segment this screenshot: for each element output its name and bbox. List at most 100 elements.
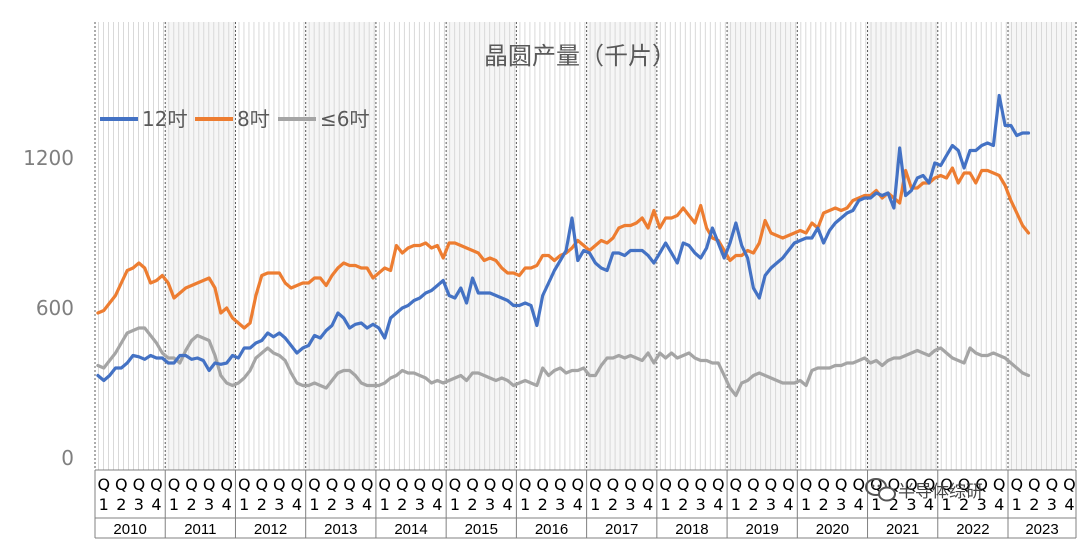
year-label: 2010	[113, 521, 146, 538]
x-tick-label: Q3	[1046, 475, 1059, 514]
x-tick-label: Q1	[940, 475, 953, 514]
x-tick-label: Q3	[484, 475, 497, 514]
svg-text:2: 2	[186, 495, 196, 514]
svg-text:Q: Q	[150, 475, 163, 494]
svg-text:4: 4	[362, 495, 372, 514]
svg-text:Q: Q	[115, 475, 128, 494]
svg-text:3: 3	[485, 495, 495, 514]
svg-text:2: 2	[608, 495, 618, 514]
year-band	[797, 22, 868, 470]
svg-text:Q: Q	[326, 475, 339, 494]
x-tick-label: Q4	[361, 475, 374, 514]
svg-text:Q: Q	[852, 475, 865, 494]
x-tick-label: Q1	[1010, 475, 1023, 514]
x-tick-label: Q1	[449, 475, 462, 514]
x-tick-label: Q2	[185, 475, 198, 514]
svg-text:4: 4	[924, 495, 934, 514]
year-label: 2012	[254, 521, 287, 538]
svg-text:Q: Q	[607, 475, 620, 494]
svg-text:Q: Q	[97, 475, 110, 494]
series-line	[96, 93, 1031, 383]
x-tick-label: Q3	[414, 475, 427, 514]
svg-text:1: 1	[590, 495, 600, 514]
x-tick-label: Q2	[747, 475, 760, 514]
vertical-gridlines	[94, 22, 1077, 470]
y-tick-label: 1200	[23, 146, 74, 170]
svg-text:2: 2	[959, 495, 969, 514]
year-label: 2023	[1025, 521, 1058, 538]
x-tick-label: Q3	[835, 475, 848, 514]
x-tick-label: Q2	[326, 475, 339, 514]
year-band	[165, 22, 236, 470]
x-tick-label: Q1	[519, 475, 532, 514]
x-tick-label: Q1	[378, 475, 391, 514]
svg-text:Q: Q	[730, 475, 743, 494]
svg-text:Q: Q	[256, 475, 269, 494]
svg-text:Q: Q	[572, 475, 585, 494]
svg-text:Q: Q	[168, 475, 181, 494]
x-tick-label: Q3	[343, 475, 356, 514]
svg-text:Q: Q	[536, 475, 549, 494]
x-tick-label: Q4	[712, 475, 725, 514]
watermark-text: 半导体综研	[898, 482, 983, 502]
svg-text:4: 4	[994, 495, 1004, 514]
x-tick-label: Q3	[765, 475, 778, 514]
year-band	[305, 22, 376, 470]
year-label: 2015	[465, 521, 498, 538]
svg-text:4: 4	[573, 495, 583, 514]
svg-text:2: 2	[116, 495, 126, 514]
svg-text:Q: Q	[273, 475, 286, 494]
svg-text:Q: Q	[519, 475, 532, 494]
svg-text:3: 3	[766, 495, 776, 514]
svg-text:1: 1	[309, 495, 319, 514]
svg-text:Q: Q	[800, 475, 813, 494]
svg-text:Q: Q	[589, 475, 602, 494]
year-label: 2013	[324, 521, 357, 538]
year-label: 2016	[535, 521, 568, 538]
svg-text:3: 3	[415, 495, 425, 514]
x-tick-label: Q2	[677, 475, 690, 514]
x-tick-label: Q1	[659, 475, 672, 514]
svg-text:3: 3	[204, 495, 214, 514]
svg-text:Q: Q	[414, 475, 427, 494]
svg-text:1: 1	[239, 495, 249, 514]
svg-text:2: 2	[538, 495, 548, 514]
svg-text:Q: Q	[133, 475, 146, 494]
svg-text:Q: Q	[659, 475, 672, 494]
svg-text:1: 1	[941, 495, 951, 514]
x-tick-label: Q4	[291, 475, 304, 514]
x-tick-label: Q2	[607, 475, 620, 514]
x-tick-label: Q3	[694, 475, 707, 514]
svg-text:1: 1	[1012, 495, 1022, 514]
svg-text:1: 1	[801, 495, 811, 514]
x-tick-label: Q4	[431, 475, 444, 514]
legend-label: 12吋	[142, 107, 187, 131]
svg-text:3: 3	[1047, 495, 1057, 514]
x-tick-label: Q3	[975, 475, 988, 514]
svg-text:1: 1	[871, 495, 881, 514]
x-tick-label: Q2	[958, 475, 971, 514]
x-tick-label: Q3	[133, 475, 146, 514]
svg-text:3: 3	[134, 495, 144, 514]
svg-text:Q: Q	[554, 475, 567, 494]
x-tick-label: Q2	[817, 475, 830, 514]
watermark: 半导体综研	[865, 478, 983, 502]
svg-text:2: 2	[819, 495, 829, 514]
y-axis: 0 600 1200	[23, 146, 74, 470]
svg-text:3: 3	[344, 495, 354, 514]
svg-text:3: 3	[977, 495, 987, 514]
svg-text:2: 2	[327, 495, 337, 514]
svg-text:1: 1	[520, 495, 530, 514]
svg-text:3: 3	[906, 495, 916, 514]
legend-label: 8吋	[237, 107, 270, 131]
x-tick-label: Q4	[572, 475, 585, 514]
svg-text:Q: Q	[1063, 475, 1076, 494]
year-bands	[95, 22, 1076, 470]
svg-text:1: 1	[450, 495, 460, 514]
year-band	[1008, 22, 1076, 470]
svg-text:4: 4	[222, 495, 232, 514]
svg-text:4: 4	[1064, 495, 1074, 514]
svg-text:Q: Q	[835, 475, 848, 494]
svg-text:1: 1	[99, 495, 109, 514]
